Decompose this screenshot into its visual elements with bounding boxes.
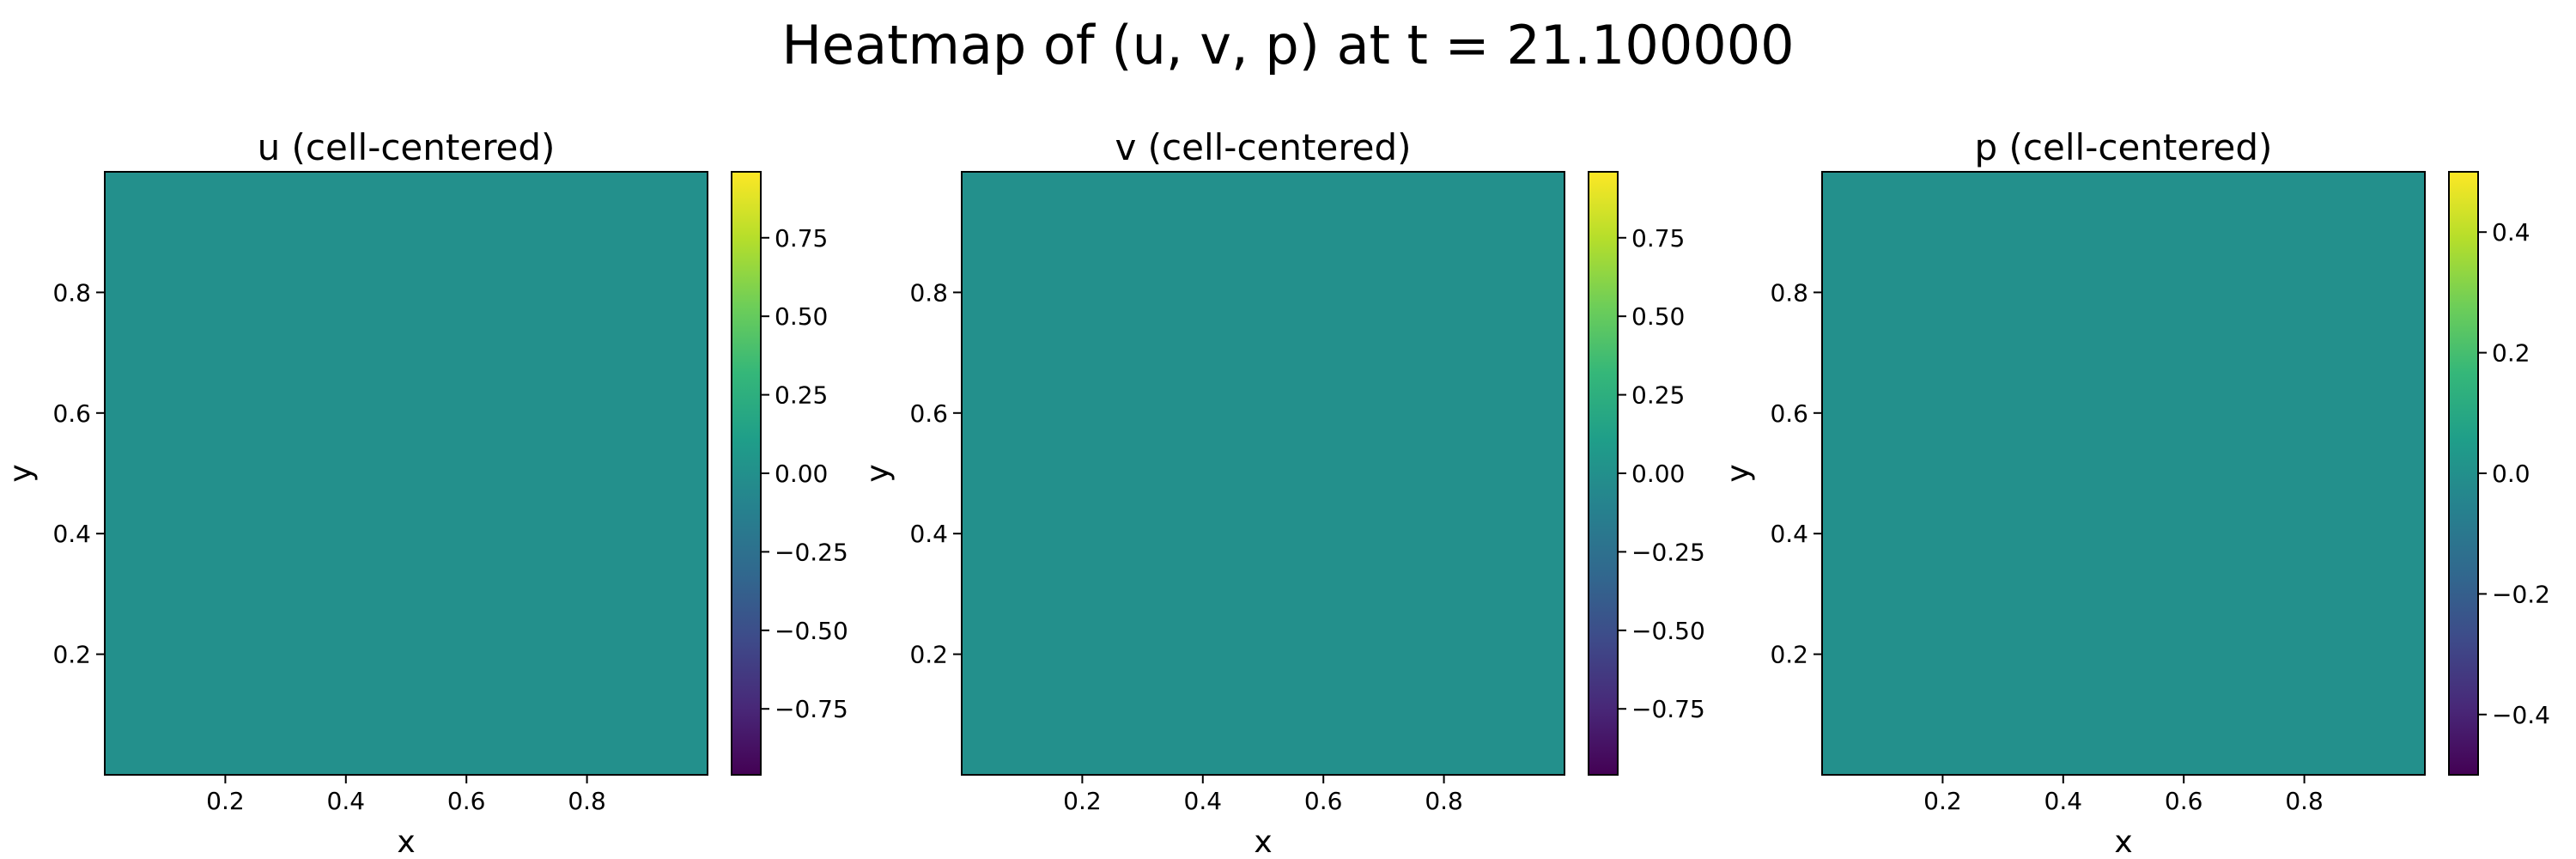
y-tick-label-2-1: 0.4	[1770, 520, 1808, 548]
heatmap-field-0	[105, 172, 708, 775]
panel-title-2: p (cell-centered)	[1975, 126, 2273, 168]
axes-frame-2	[1821, 171, 2426, 776]
x-tick-label-1-1: 0.4	[1184, 787, 1223, 815]
x-tick-label-0-0: 0.2	[206, 787, 245, 815]
y-tick-label-1-1: 0.4	[909, 520, 948, 548]
colorbar-0	[732, 172, 761, 775]
colorbar-tick-label-1-3: 0.00	[1631, 460, 1685, 488]
x-axis-label-1: x	[1254, 825, 1272, 859]
panel-title-0: u (cell-centered)	[258, 126, 556, 168]
colorbar-tick-label-0-0: −0.75	[775, 695, 848, 723]
colorbar-tick-label-2-1: −0.2	[2492, 580, 2550, 608]
x-tick-label-0-1: 0.4	[327, 787, 366, 815]
colorbar-tick-label-0-4: 0.25	[775, 381, 828, 410]
heatmap-field-1	[962, 172, 1564, 775]
colorbar-tick-label-1-2: −0.25	[1631, 538, 1705, 566]
colorbar-1	[1589, 172, 1618, 775]
colorbar-tick-label-2-2: 0.0	[2492, 460, 2530, 488]
y-axis-label-1: y	[860, 464, 896, 482]
x-tick-label-2-3: 0.8	[2285, 787, 2324, 815]
y-tick-label-2-0: 0.2	[1770, 641, 1808, 669]
y-tick-label-2-2: 0.6	[1770, 399, 1808, 428]
y-axis-label-2: y	[1721, 464, 1756, 482]
y-tick-label-0-2: 0.6	[52, 399, 91, 428]
colorbar-tick-label-0-2: −0.25	[775, 538, 848, 566]
y-tick-label-1-0: 0.2	[909, 641, 948, 669]
x-tick-label-0-3: 0.8	[568, 787, 606, 815]
x-tick-label-2-0: 0.2	[1923, 787, 1962, 815]
colorbar-tick-label-0-6: 0.75	[775, 224, 828, 253]
y-axis-label-0: y	[3, 464, 39, 482]
y-tick-label-0-0: 0.2	[52, 641, 91, 669]
x-axis-label-2: x	[2114, 825, 2132, 859]
colorbar-2	[2449, 172, 2478, 775]
heatmap-field-2	[1822, 172, 2425, 775]
y-tick-label-1-2: 0.6	[909, 399, 948, 428]
colorbar-tick-label-1-5: 0.50	[1631, 302, 1685, 331]
colorbar-tick-label-0-3: 0.00	[775, 460, 828, 488]
axes-frame-0	[104, 171, 708, 776]
x-tick-label-2-1: 0.4	[2044, 787, 2083, 815]
x-tick-label-1-3: 0.8	[1425, 787, 1463, 815]
axes-frame-1	[961, 171, 1565, 776]
x-tick-label-1-2: 0.6	[1304, 787, 1343, 815]
x-axis-label-0: x	[397, 825, 415, 859]
x-tick-label-1-0: 0.2	[1063, 787, 1102, 815]
colorbar-tick-label-0-1: −0.50	[775, 617, 848, 645]
colorbar-tick-label-1-1: −0.50	[1631, 617, 1705, 645]
figure-title: Heatmap of (u, v, p) at t = 21.100000	[781, 14, 1795, 76]
colorbar-tick-label-2-3: 0.2	[2492, 339, 2530, 368]
panel-title-1: v (cell-centered)	[1115, 126, 1411, 168]
colorbar-tick-label-1-6: 0.75	[1631, 224, 1685, 253]
y-tick-label-0-1: 0.4	[52, 520, 91, 548]
y-tick-label-1-3: 0.8	[909, 278, 948, 307]
colorbar-tick-label-0-5: 0.50	[775, 302, 828, 331]
colorbar-tick-label-1-0: −0.75	[1631, 695, 1705, 723]
x-tick-label-2-2: 0.6	[2165, 787, 2203, 815]
x-tick-label-0-2: 0.6	[447, 787, 486, 815]
colorbar-tick-label-1-4: 0.25	[1631, 381, 1685, 410]
colorbar-tick-label-2-4: 0.4	[2492, 218, 2530, 247]
y-tick-label-0-3: 0.8	[52, 278, 91, 307]
y-tick-label-2-3: 0.8	[1770, 278, 1808, 307]
colorbar-tick-label-2-0: −0.4	[2492, 701, 2550, 729]
